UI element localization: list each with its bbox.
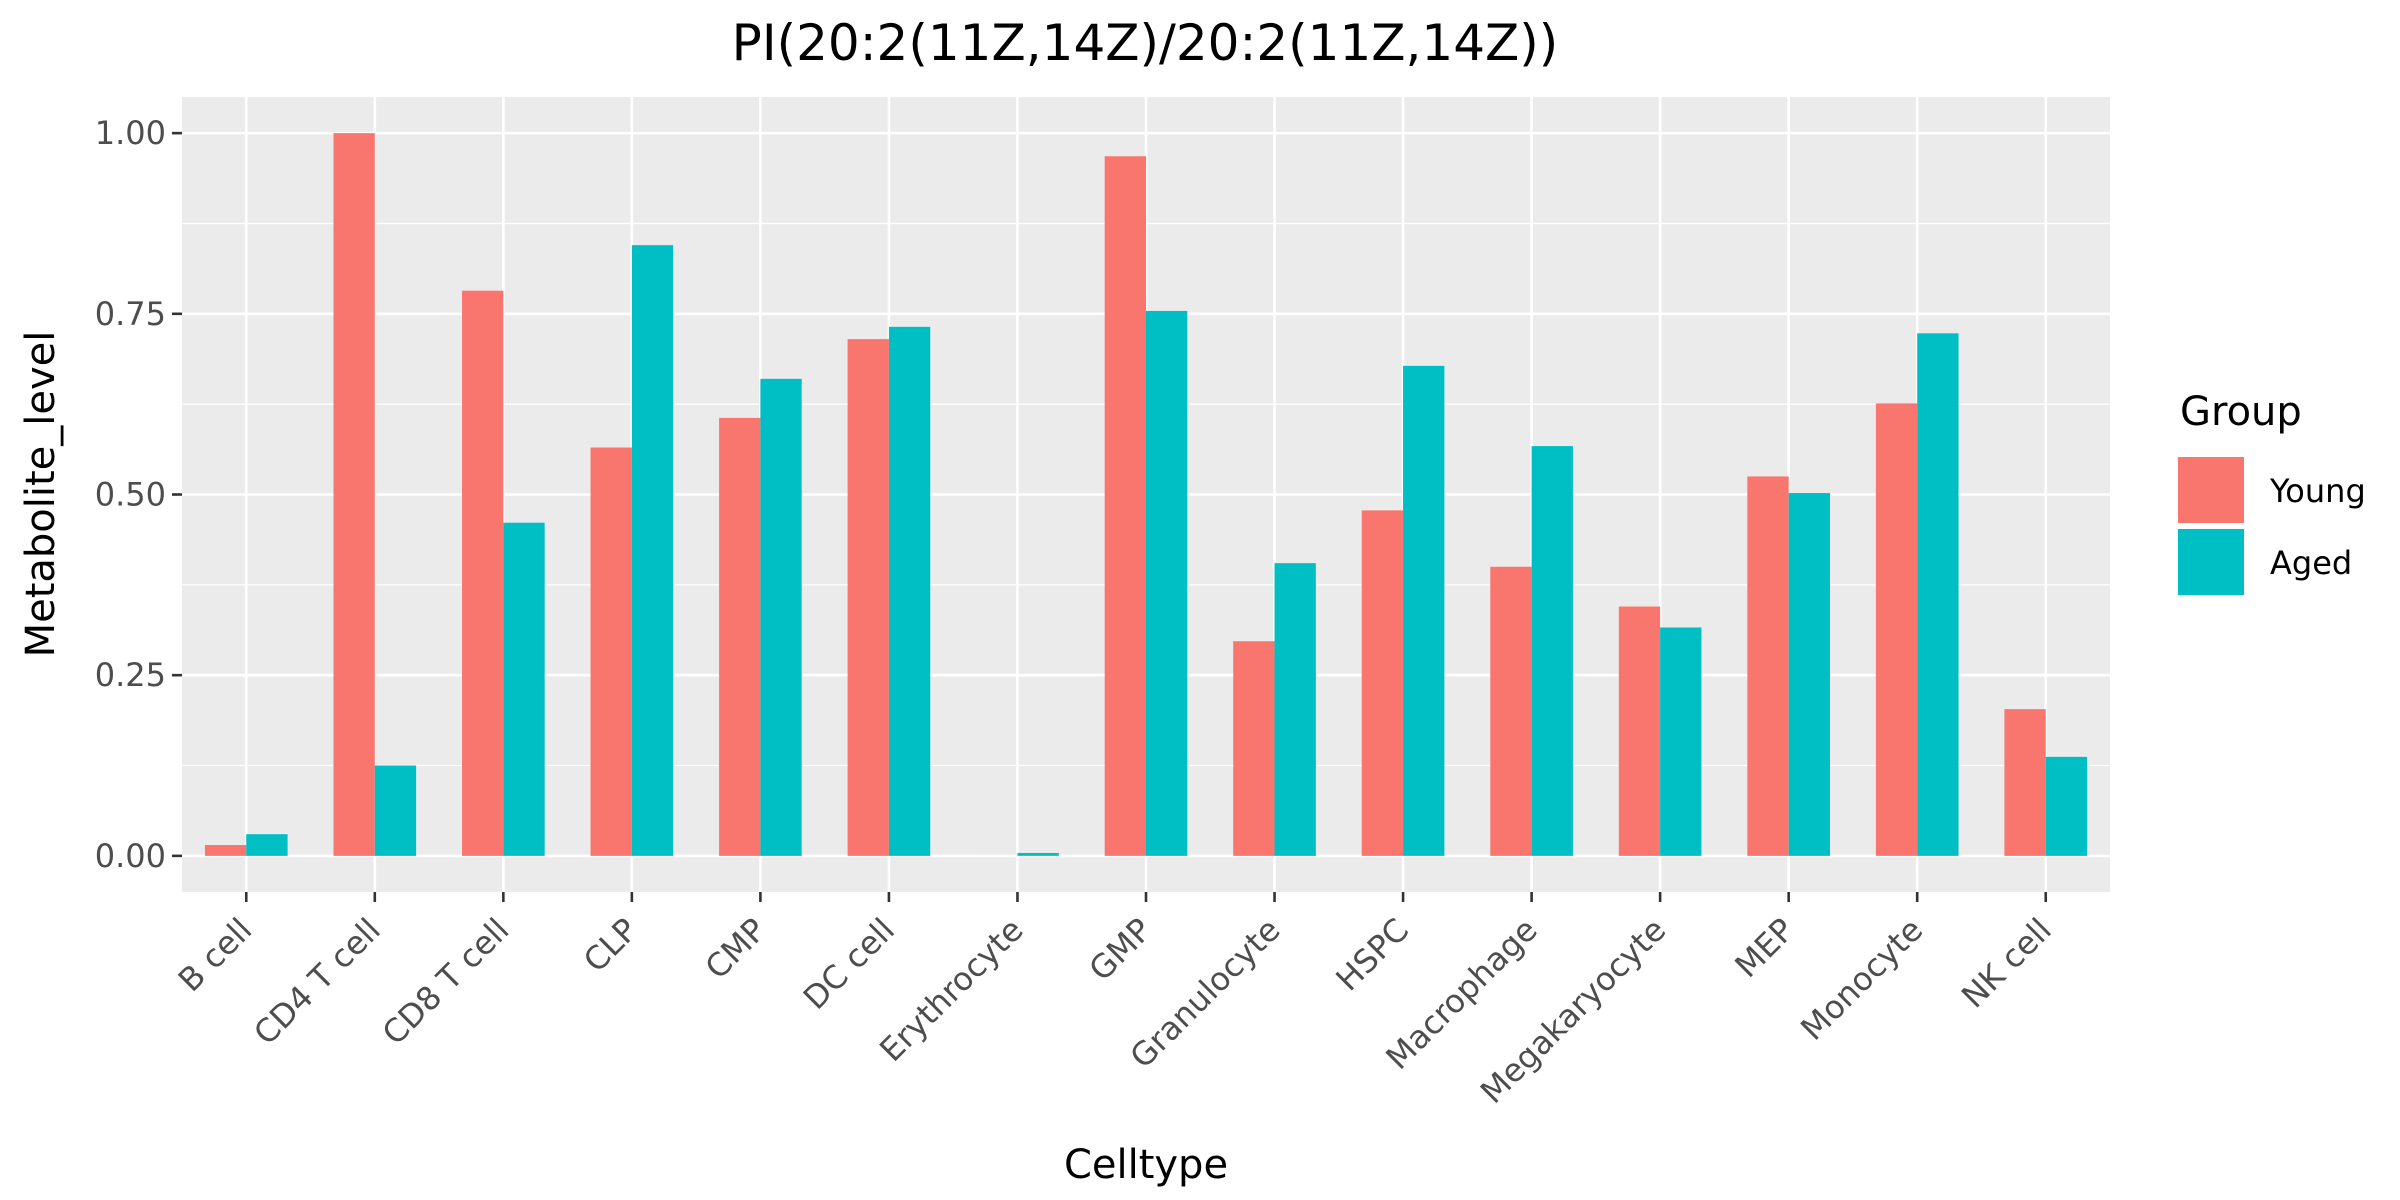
y-tick-label: 0.50 [95, 476, 166, 514]
legend-label-young: Young [2269, 472, 2366, 510]
bar-young-granulocyte [1233, 641, 1275, 856]
y-tick-label: 0.75 [95, 295, 166, 333]
y-tick-label: 0.00 [95, 837, 166, 875]
legend-key-young [2178, 457, 2244, 523]
bar-aged-granulocyte [1274, 563, 1316, 856]
bar-aged-gmp [1146, 310, 1188, 856]
bar-aged-megakaryocyte [1660, 627, 1702, 856]
bar-young-monocyte [1875, 403, 1918, 856]
bar-young-macrophage [1490, 566, 1532, 856]
bar-young-dc-cell [847, 339, 889, 856]
x-tick-label: CLP [576, 911, 645, 980]
x-tick-label: B cell [171, 911, 260, 1000]
bar-aged-cd8-t-cell [503, 522, 545, 856]
y-tick-label: 0.25 [95, 656, 166, 694]
bar-aged-cmp [760, 378, 802, 856]
legend-label-aged: Aged [2270, 544, 2352, 582]
x-tick-label: GMP [1081, 911, 1159, 989]
legend-key-aged [2178, 529, 2244, 595]
x-tick-label: NK cell [1954, 911, 2059, 1016]
bar-young-cmp [719, 417, 761, 856]
y-tick-label: 1.00 [95, 114, 166, 152]
bar-young-nk-cell [2004, 709, 2046, 856]
legend-title: Group [2180, 389, 2302, 435]
bar-aged-macrophage [1531, 446, 1573, 856]
bar-aged-b-cell [246, 834, 288, 856]
legend: Group Young Aged [2178, 389, 2366, 595]
chart-title: PI(20:2(11Z,14Z)/20:2(11Z,14Z)) [732, 14, 1559, 72]
bar-aged-erythrocyte [1017, 852, 1059, 856]
x-axis-title: Celltype [1064, 1142, 1228, 1188]
bar-young-gmp [1104, 156, 1146, 856]
y-axis: 0.00 0.25 0.50 0.75 1.00 [95, 114, 182, 875]
bar-aged-clp [631, 245, 674, 856]
bars [204, 133, 2088, 856]
bar-young-hspc [1361, 510, 1404, 856]
y-axis-title: Metabolite_level [18, 331, 64, 658]
bar-young-clp [590, 447, 632, 856]
bar-aged-hspc [1403, 365, 1445, 856]
x-tick-label: CMP [698, 911, 774, 987]
bar-aged-cd4-t-cell [374, 765, 417, 856]
bar-young-megakaryocyte [1618, 606, 1661, 856]
x-tick-label: MEP [1727, 911, 1801, 985]
bar-young-mep [1747, 476, 1789, 856]
x-tick-label: HSPC [1328, 911, 1416, 999]
bar-young-cd4-t-cell [333, 133, 375, 856]
bar-aged-dc-cell [888, 326, 931, 856]
x-tick-label: CD4 T cell [246, 911, 388, 1053]
x-tick-label: DC cell [796, 911, 902, 1017]
bar-aged-nk-cell [2045, 756, 2088, 856]
bar-aged-monocyte [1917, 333, 1959, 856]
bar-young-cd8-t-cell [462, 290, 504, 856]
bar-young-b-cell [204, 845, 247, 856]
x-tick-label: Monocyte [1793, 911, 1930, 1048]
x-tick-label: CD8 T cell [375, 911, 517, 1053]
bar-aged-mep [1788, 493, 1830, 856]
